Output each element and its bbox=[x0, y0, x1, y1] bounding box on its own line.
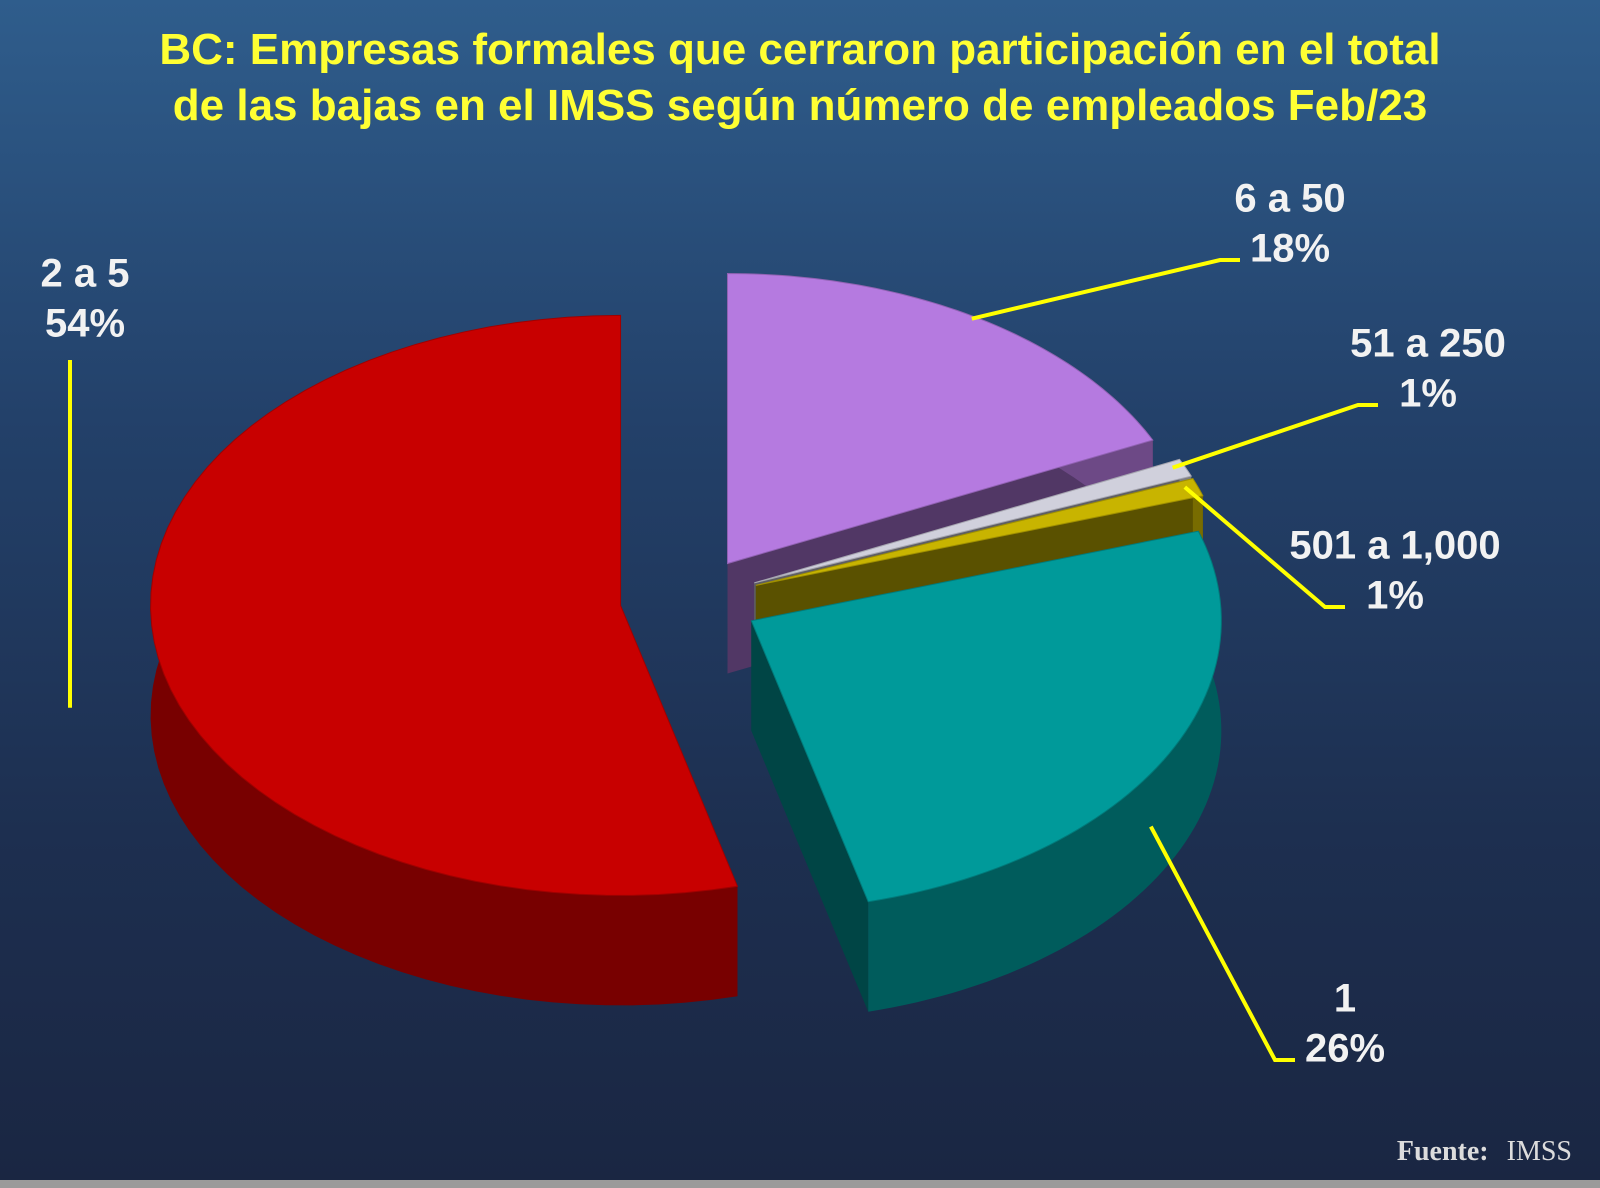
value-label: 54% bbox=[45, 302, 125, 346]
category-label: 6 a 50 bbox=[1234, 177, 1345, 221]
source-label: Fuente: bbox=[1396, 1136, 1489, 1167]
source: Fuente: IMSS bbox=[1397, 1136, 1572, 1168]
value-label: 26% bbox=[1305, 1027, 1385, 1071]
value-label: 18% bbox=[1250, 227, 1330, 271]
category-label: 2 a 5 bbox=[41, 252, 130, 296]
slice bbox=[750, 530, 1222, 903]
slice bbox=[755, 478, 1204, 586]
slice bbox=[150, 314, 739, 896]
value-label: 1% bbox=[1366, 574, 1424, 618]
leader-line bbox=[971, 258, 1240, 321]
category-label: 51 a 250 bbox=[1350, 322, 1506, 366]
category-label: 501 a 1,000 bbox=[1289, 524, 1500, 568]
source-text: IMSS bbox=[1506, 1136, 1572, 1167]
slice-side bbox=[868, 531, 1222, 1012]
chart-title: BC: Empresas formales que cerraron parti… bbox=[159, 25, 1441, 130]
value-label: 1% bbox=[1399, 372, 1457, 416]
leader-line bbox=[1149, 825, 1295, 1062]
category-label: 1 bbox=[1334, 977, 1356, 1021]
leader-line bbox=[1172, 403, 1378, 470]
slice-group bbox=[150, 314, 739, 1006]
slice bbox=[754, 458, 1193, 584]
leader-line bbox=[1183, 485, 1345, 609]
slice-group bbox=[750, 530, 1222, 1012]
slice-side bbox=[751, 620, 869, 1012]
bottom-strip bbox=[0, 1180, 1600, 1188]
